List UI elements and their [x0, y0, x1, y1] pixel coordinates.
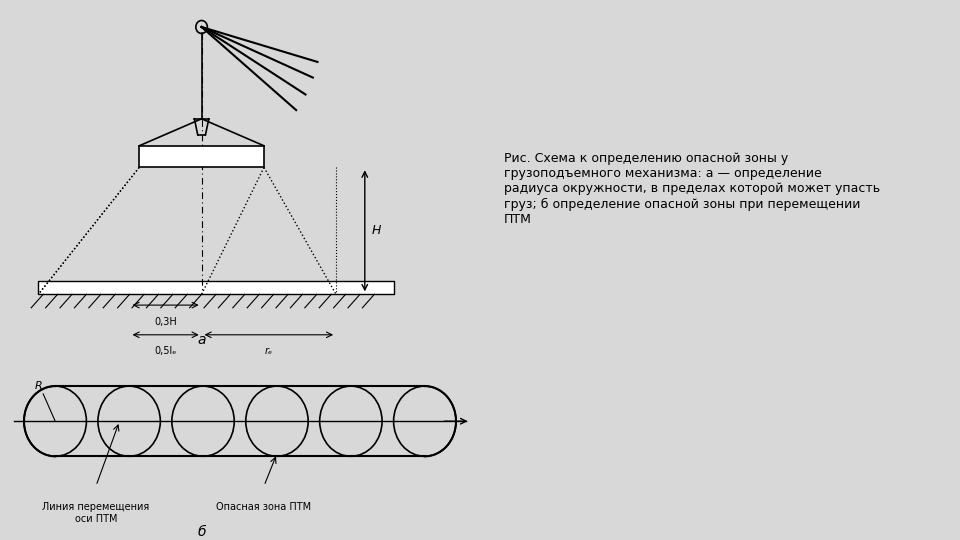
Text: 0,5lₑ: 0,5lₑ	[155, 346, 177, 356]
Text: R: R	[35, 381, 42, 391]
Text: б: б	[198, 525, 205, 539]
Text: а: а	[198, 333, 205, 347]
Text: rₑ: rₑ	[265, 346, 273, 356]
Text: H: H	[372, 224, 381, 238]
Text: Линия перемещения
оси ПТМ: Линия перемещения оси ПТМ	[42, 502, 150, 524]
Text: Рис. Схема к определению опасной зоны у
грузоподъемного механизма: а — определен: Рис. Схема к определению опасной зоны у …	[504, 152, 880, 226]
Bar	[139, 146, 264, 167]
Text: 0,3H: 0,3H	[155, 317, 177, 327]
Bar	[38, 281, 394, 294]
Text: Опасная зона ПТМ: Опасная зона ПТМ	[216, 502, 312, 512]
